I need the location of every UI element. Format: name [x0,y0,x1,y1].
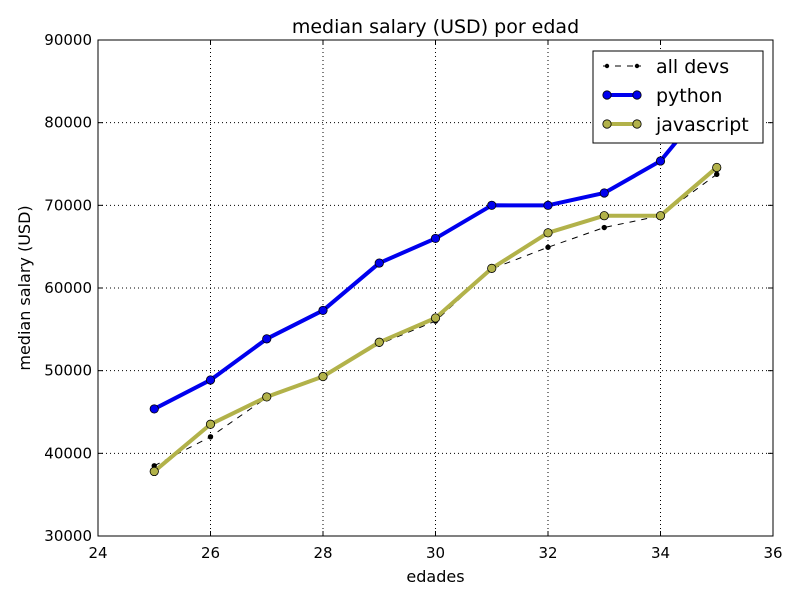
data-point [430,313,441,323]
y-tick-labels: 30000 40000 50000 60000 70000 80000 90000 [44,31,92,545]
chart-title: median salary (USD) por edad [292,16,579,38]
y-axis-label: median salary (USD) [15,205,34,370]
y-tick-label: 70000 [44,196,92,214]
series-layer [149,87,722,477]
data-point [487,263,497,273]
x-tick-label: 32 [538,544,557,562]
legend-marker [632,90,642,100]
x-axis-label: edades [406,567,464,586]
data-point [601,224,607,231]
legend-item: all devs [603,56,729,78]
data-point [430,233,441,244]
x-tick-label: 26 [201,544,220,562]
data-point [655,156,666,166]
legend-label: python [656,85,722,107]
data-point [487,200,497,210]
data-point [149,466,159,477]
data-point [262,334,272,344]
data-point [262,392,272,402]
y-tick-label: 50000 [44,362,92,380]
legend: all devs python javascript [592,50,764,144]
x-tick-label: 30 [426,544,445,562]
legend-label: javascript [655,114,749,136]
legend-item: javascript [602,114,749,136]
y-tick-label: 90000 [44,31,92,49]
y-tick-label: 80000 [44,114,92,132]
x-tick-label: 24 [88,544,107,562]
data-point [205,419,216,429]
data-point [655,211,666,221]
data-point [599,211,609,221]
data-point [318,305,328,316]
legend-marker [634,63,640,69]
y-tick-label: 60000 [44,279,92,297]
legend-marker [602,119,612,129]
data-point [205,375,216,385]
data-point [318,371,328,382]
data-point [543,200,553,210]
y-tick-label: 40000 [44,444,92,462]
x-tick-label: 28 [313,544,332,562]
data-point [599,188,609,198]
data-point [545,244,551,250]
legend-label: all devs [656,56,729,78]
data-point [374,337,384,347]
data-point [543,228,553,238]
legend-marker [632,119,642,129]
x-tick-label: 34 [651,544,670,562]
data-point [149,404,159,414]
data-point [374,258,384,268]
legend-marker [604,63,610,69]
tick-marks [97,39,774,537]
data-point [207,434,214,440]
legend-marker [602,90,612,100]
series-javascript [149,162,722,477]
data-point [712,162,722,173]
y-tick-label: 30000 [44,527,92,545]
legend-item: python [602,85,722,107]
x-tick-label: 36 [763,544,782,562]
x-tick-labels: 24 26 28 30 32 34 36 [88,544,782,562]
data-point [714,171,720,178]
